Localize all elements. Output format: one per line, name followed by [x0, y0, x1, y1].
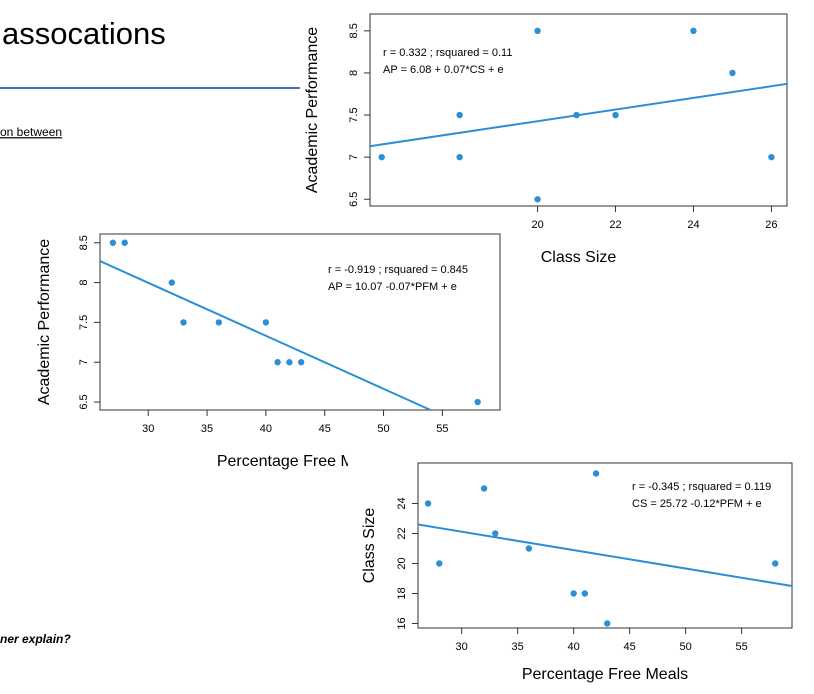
point: [474, 398, 481, 406]
point: [274, 359, 281, 366]
y-tick-label: 7: [78, 359, 90, 365]
point: [690, 27, 697, 35]
y-tick-label: 20: [396, 557, 408, 569]
point: [180, 319, 187, 326]
fit-line: [418, 523, 792, 587]
point: [436, 560, 443, 567]
y-tick-label: 6.5: [78, 394, 90, 409]
point: [480, 485, 488, 492]
fit-line: [100, 260, 431, 410]
point: [492, 530, 499, 537]
x-tick-label: 22: [609, 219, 621, 231]
point: [378, 153, 385, 161]
point: [168, 279, 175, 286]
y-tick-label: 24: [396, 497, 408, 509]
x-tick-label: 20: [531, 219, 543, 231]
y-tick-label: 7: [348, 154, 360, 160]
point: [262, 319, 270, 326]
point: [612, 111, 619, 119]
y-tick-label: 8: [78, 280, 90, 286]
text-fragment: on between: [0, 125, 62, 139]
x-tick-label: 45: [319, 423, 331, 435]
point: [768, 153, 775, 161]
x-tick-label: 24: [687, 219, 699, 231]
slide-title: assocations: [2, 16, 166, 51]
x-tick-label: 50: [377, 423, 389, 435]
point: [534, 196, 541, 203]
y-tick-label: 8: [348, 70, 360, 76]
point: [525, 545, 533, 552]
point: [729, 69, 736, 77]
y-axis-title: Academic Performance: [36, 239, 53, 405]
point: [604, 620, 611, 627]
x-tick-label: 35: [512, 641, 524, 653]
point: [581, 590, 589, 597]
point: [286, 359, 293, 366]
x-axis-title: Class Size: [541, 249, 617, 266]
x-tick-label: 55: [735, 641, 747, 653]
x-tick-label: 35: [201, 423, 213, 435]
chart-background: [348, 453, 802, 693]
annotation: AP = 6.08 + 0.07*CS + e: [383, 64, 504, 76]
x-axis-title: Percentage Free Meals: [217, 453, 383, 470]
plot-frame: [417, 462, 793, 629]
annotation: AP = 10.07 -0.07*PFM + e: [328, 281, 457, 293]
x-tick-label: 45: [624, 641, 636, 653]
point: [456, 111, 463, 119]
point: [215, 319, 223, 326]
y-axis-title: Academic Performance: [304, 27, 321, 193]
annotation: r = -0.919 ; rsquared = 0.845: [328, 264, 468, 276]
point: [297, 359, 305, 366]
x-tick-label: 55: [436, 423, 448, 435]
x-axis-title: Percentage Free Meals: [522, 666, 688, 683]
x-tick-label: 30: [456, 641, 468, 653]
plot-frame: [369, 13, 788, 207]
point: [772, 560, 779, 567]
text-fragment: ner explain?: [0, 632, 71, 646]
y-tick-label: 8.5: [78, 235, 90, 250]
point: [573, 111, 580, 119]
point: [456, 153, 463, 161]
y-tick-label: 22: [396, 527, 408, 539]
point: [109, 239, 117, 246]
annotation: r = -0.345 ; rsquared = 0.119: [632, 481, 771, 493]
point: [121, 239, 128, 246]
y-tick-label: 7.5: [348, 107, 360, 122]
x-tick-label: 30: [142, 423, 154, 435]
annotation: r = 0.332 ; rsquared = 0.11: [383, 47, 512, 59]
y-tick-label: 18: [396, 587, 408, 599]
y-tick-label: 8.5: [348, 23, 360, 38]
y-tick-label: 6.5: [348, 192, 360, 207]
x-tick-label: 40: [568, 641, 580, 653]
annotation: CS = 25.72 -0.12*PFM + e: [632, 498, 762, 510]
point: [424, 500, 432, 507]
x-tick-label: 26: [765, 219, 777, 231]
x-tick-label: 50: [679, 641, 691, 653]
y-tick-label: 16: [396, 617, 408, 629]
y-tick-label: 7.5: [78, 315, 90, 330]
x-tick-label: 40: [260, 423, 272, 435]
chart: 30 35 40 45 50 55 16 18 20 22 24 Percentage Free Me…: [348, 453, 802, 693]
chart: 30 35 40 45 50 55 6.5 7 7.5 8 8.5 Percentage Free M…: [30, 224, 510, 475]
point: [592, 470, 600, 477]
point: [534, 27, 541, 35]
y-axis-title: Class Size: [361, 508, 378, 584]
point: [570, 590, 577, 597]
